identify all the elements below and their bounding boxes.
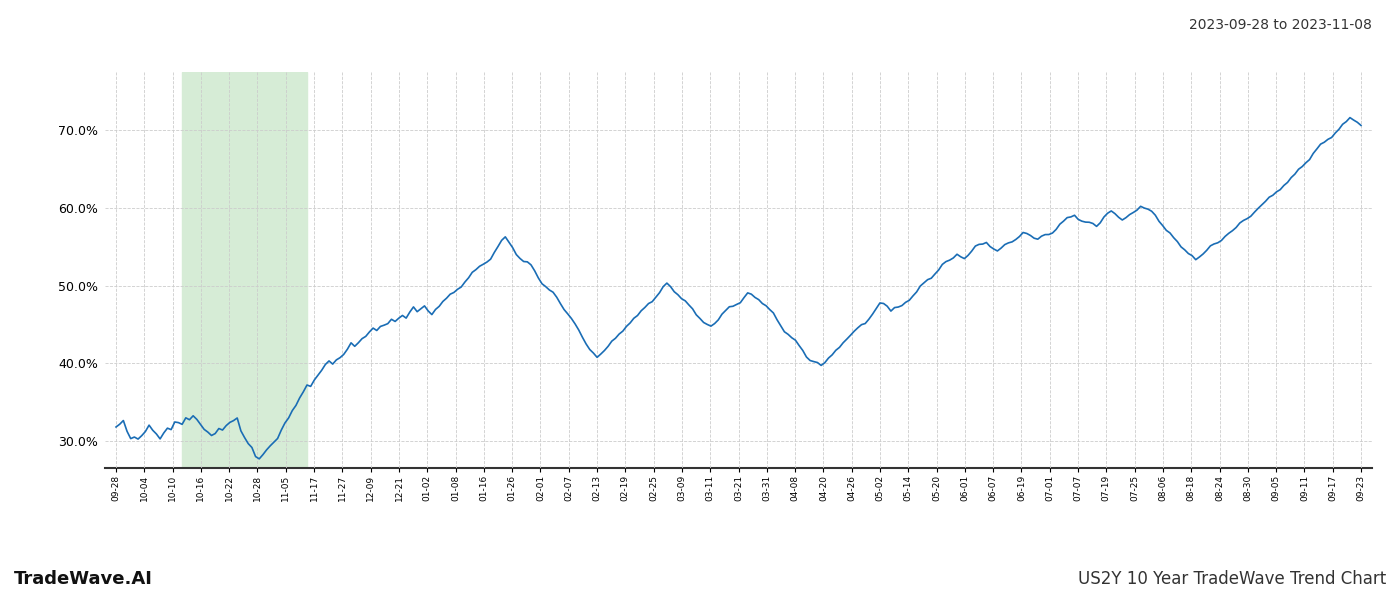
Text: 2023-09-28 to 2023-11-08: 2023-09-28 to 2023-11-08 [1189,18,1372,32]
Text: US2Y 10 Year TradeWave Trend Chart: US2Y 10 Year TradeWave Trend Chart [1078,570,1386,588]
Bar [182,72,307,468]
Text: TradeWave.AI: TradeWave.AI [14,570,153,588]
